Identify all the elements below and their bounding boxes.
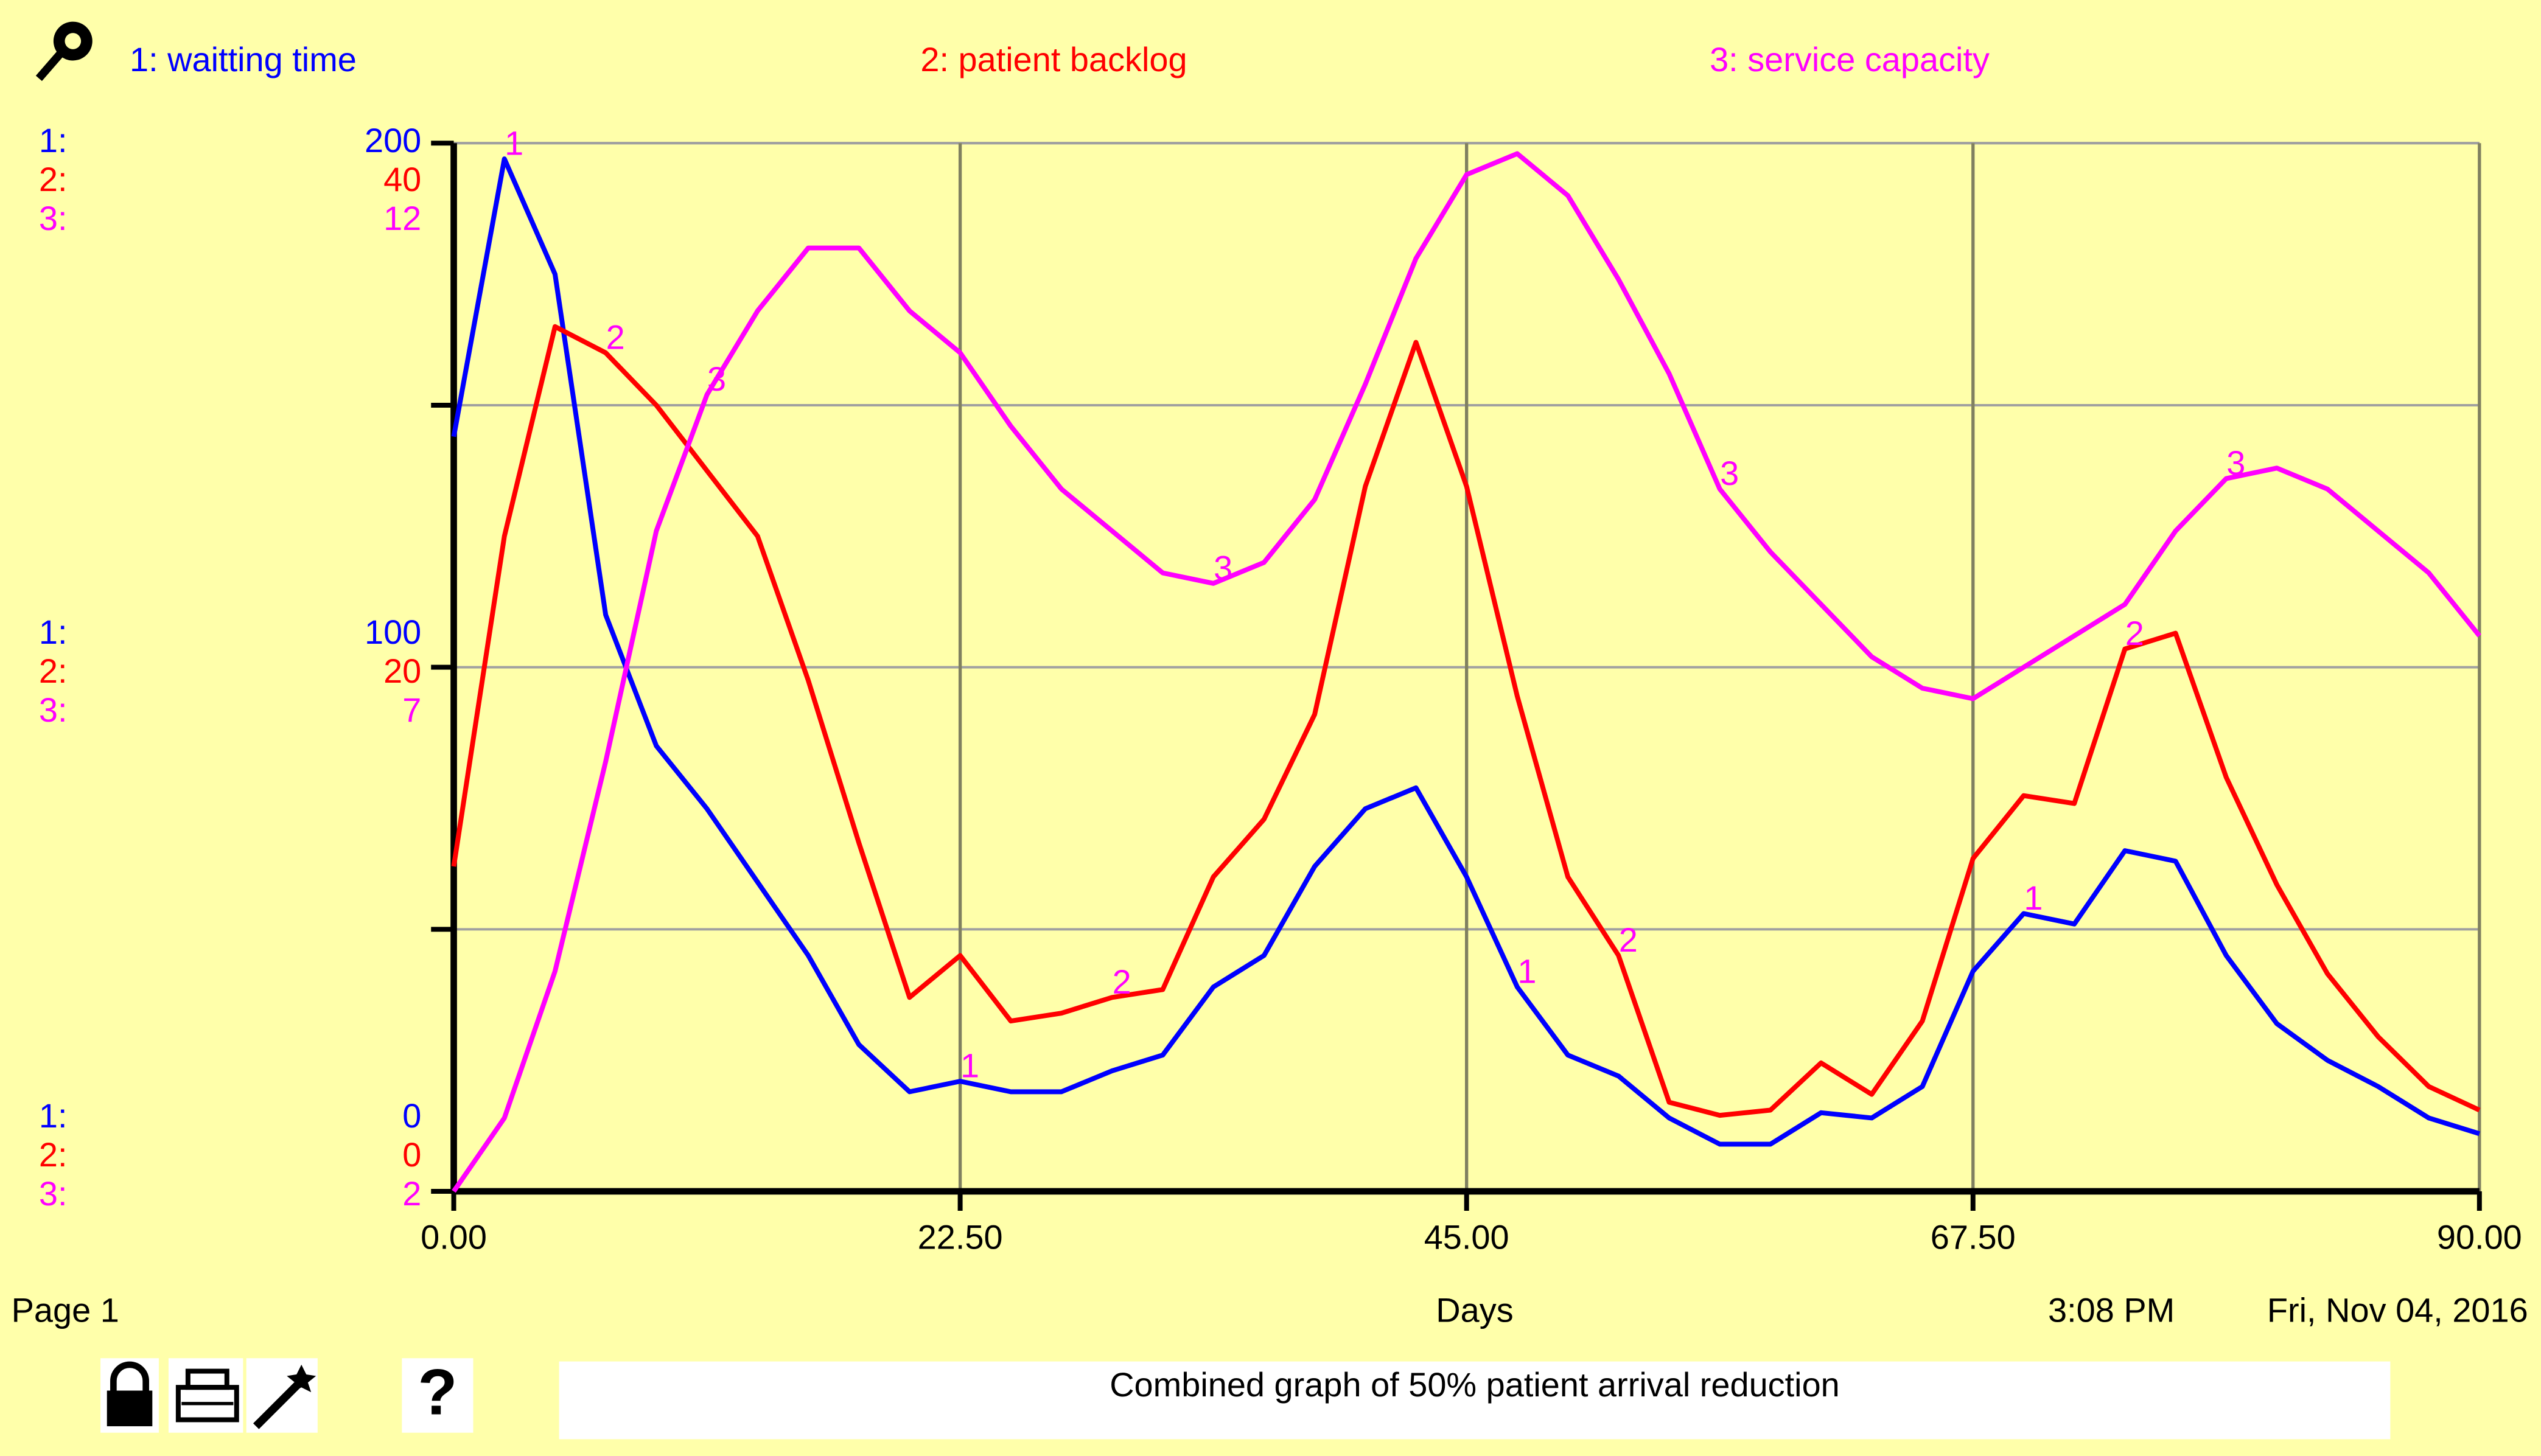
axis-number: 2: — [39, 160, 68, 198]
legend-entry: 1: waitting time — [130, 40, 357, 78]
y-tick-label: 0 — [402, 1135, 421, 1174]
curve-marker: 3 — [1214, 548, 1232, 587]
page-label: Page 1 — [12, 1291, 119, 1329]
help-button[interactable] — [402, 1358, 474, 1433]
y-tick-label: 0 — [402, 1096, 421, 1135]
key-icon[interactable] — [35, 21, 93, 82]
x-tick-label: 67.50 — [1931, 1218, 2016, 1256]
axis-number: 3: — [39, 691, 68, 729]
caption: Combined graph of 50% patient arrival re… — [1110, 1365, 1840, 1404]
curve-marker: 1 — [2024, 879, 2043, 917]
x-tick-label: 45.00 — [1424, 1218, 1509, 1256]
x-axis-label: Days — [1436, 1291, 1513, 1329]
curve-marker: 1 — [1517, 952, 1536, 991]
series-line — [452, 151, 2481, 1193]
y-tick-label: 20 — [383, 652, 421, 690]
y-tick-label: 7 — [402, 691, 421, 729]
y-tick-label: 12 — [383, 199, 421, 237]
curve-marker: 1 — [960, 1047, 979, 1085]
series-line — [451, 324, 2481, 1118]
toolbar: ? — [100, 1356, 474, 1433]
series-line — [451, 156, 2481, 1147]
date-label: Fri, Nov 04, 2016 — [2267, 1291, 2528, 1329]
curve-marker: 3 — [2226, 444, 2245, 482]
x-tick-label: 0.00 — [421, 1218, 487, 1256]
axis-number: 1: — [39, 1096, 68, 1135]
axis-number: 1: — [39, 613, 68, 651]
axis-number: 1: — [39, 121, 68, 159]
svg-text:?: ? — [418, 1356, 457, 1428]
y-tick-label: 2 — [402, 1174, 421, 1213]
y-tick-label: 200 — [365, 121, 421, 159]
x-tick-label: 22.50 — [918, 1218, 1003, 1256]
y-tick-label: 100 — [365, 613, 421, 651]
curve-marker: 2 — [606, 318, 625, 356]
caption-box — [559, 1361, 2391, 1440]
legend-entry: 2: patient backlog — [920, 40, 1187, 78]
axis-number: 2: — [39, 1135, 68, 1174]
axis-number: 2: — [39, 652, 68, 690]
curve-marker: 2 — [1619, 921, 1638, 959]
curve-marker: 3 — [1720, 454, 1739, 492]
curve-marker: 1 — [505, 124, 523, 162]
axis-number: 3: — [39, 1174, 68, 1213]
curve-marker: 3 — [707, 360, 726, 398]
axis-number: 3: — [39, 199, 68, 237]
y-tick-label: 40 — [383, 160, 421, 198]
time-label: 3:08 PM — [2048, 1291, 2175, 1329]
curve-marker: 2 — [1113, 963, 1131, 1001]
x-tick-label: 90.00 — [2437, 1218, 2522, 1256]
legend-entry: 3: service capacity — [1710, 40, 1990, 78]
curve-marker: 2 — [2125, 614, 2144, 652]
